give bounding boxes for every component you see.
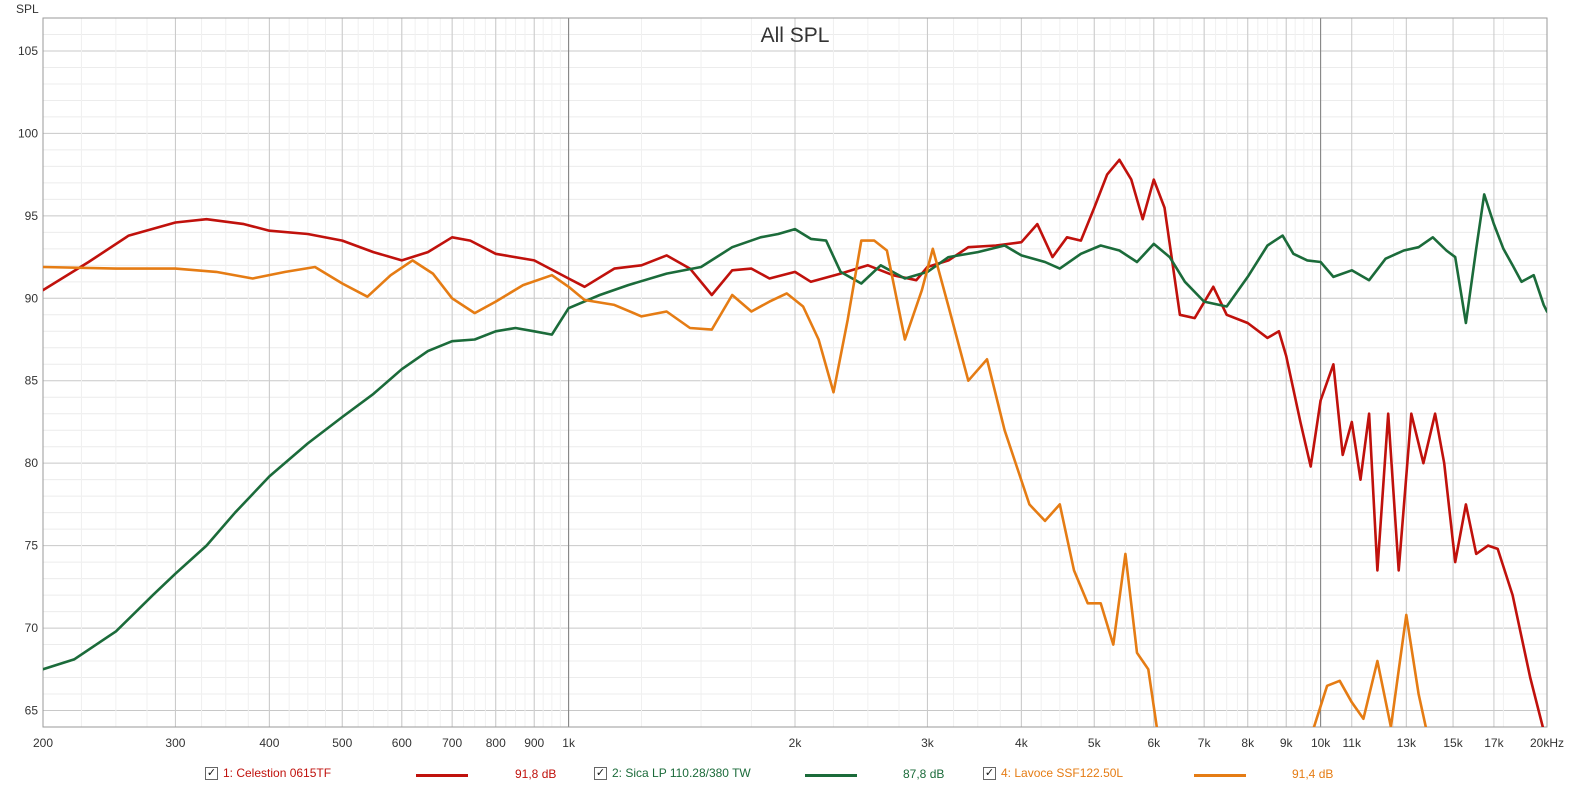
legend-item-celestion: ✓ 1: Celestion 0615TF [205, 766, 331, 780]
legend-label-celestion: 1: Celestion 0615TF [223, 766, 332, 780]
series-lines [43, 158, 1547, 727]
x-tick-label: 200 [33, 736, 53, 750]
x-tick-labels: 200 300 400 500 600 700 800 900 1k 2k 3k 4k 5k 6k 7k 8k… [33, 736, 1564, 750]
legend-item-sica: ✓ 2: Sica LP 110.28/380 TW [594, 766, 751, 780]
x-tick-label: 3k [921, 736, 935, 750]
series-line-2 [43, 239, 1159, 727]
chart-grid [43, 17, 1547, 728]
y-tick-label: 80 [25, 456, 39, 470]
x-tick-label: 4k [1015, 736, 1029, 750]
legend-line-celestion [416, 774, 468, 777]
x-tick-label: 7k [1198, 736, 1212, 750]
y-tick-label: 105 [18, 44, 38, 58]
x-tick-label: 1k [562, 736, 576, 750]
y-tick-label: 75 [25, 539, 39, 553]
x-tick-label: 2k [789, 736, 803, 750]
legend-value-sica: 87,8 dB [903, 767, 945, 781]
x-tick-label: 9k [1280, 736, 1294, 750]
legend-value-celestion: 91,8 dB [515, 767, 557, 781]
legend-label-sica: 2: Sica LP 110.28/380 TW [612, 766, 751, 780]
x-tick-label: 11k [1343, 736, 1362, 750]
x-tick-label: 400 [259, 736, 279, 750]
legend-line-sica [805, 774, 857, 777]
x-tick-label: 500 [332, 736, 352, 750]
y-tick-label: 85 [25, 374, 39, 388]
y-tick-label: 100 [18, 126, 38, 140]
y-tick-label: 65 [25, 704, 39, 718]
x-tick-label: 600 [392, 736, 412, 750]
legend-label-lavoce: 4: Lavoce SSF122.50L [1001, 766, 1124, 780]
plot-frame [42, 17, 1548, 728]
x-tick-label: 5k [1088, 736, 1102, 750]
y-tick-labels: 65 70 75 80 85 90 95 100 105 [18, 44, 38, 718]
legend-line-lavoce [1194, 774, 1246, 777]
series-2-checkbox[interactable]: ✓ [594, 766, 607, 780]
x-tick-label: 8k [1241, 736, 1255, 750]
x-tick-label: 20kHz [1530, 736, 1564, 750]
x-tick-label: 900 [524, 736, 544, 750]
series-1-checkbox[interactable]: ✓ [205, 766, 218, 780]
series-line-0 [43, 158, 1545, 727]
x-tick-label: 800 [486, 736, 506, 750]
series-4-checkbox[interactable]: ✓ [983, 766, 996, 780]
legend-item-lavoce: ✓ 4: Lavoce SSF122.50L [983, 766, 1123, 780]
y-tick-label: 95 [25, 209, 39, 223]
series-line-3 [1312, 613, 1428, 727]
y-tick-label: 70 [25, 621, 39, 635]
x-tick-label: 300 [165, 736, 185, 750]
x-tick-label: 17k [1484, 736, 1504, 750]
x-tick-label: 700 [442, 736, 462, 750]
y-tick-label: 90 [25, 291, 39, 305]
x-tick-label: 6k [1147, 736, 1161, 750]
x-tick-label: 13k [1397, 736, 1417, 750]
x-tick-label: 15k [1443, 736, 1463, 750]
legend: ✓ 1: Celestion 0615TF 91,8 dB ✓ 2: Sica … [0, 764, 1574, 786]
legend-value-lavoce: 91,4 dB [1292, 767, 1334, 781]
y-axis-label: SPL [16, 2, 39, 16]
series-line-1 [43, 193, 1547, 671]
chart-title: All SPL [761, 24, 830, 47]
x-tick-label: 10k [1311, 736, 1331, 750]
